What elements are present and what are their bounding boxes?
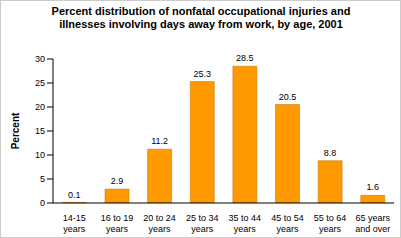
svg-text:14-15years: 14-15years: [63, 213, 86, 234]
svg-text:20.5: 20.5: [279, 92, 297, 102]
svg-text:25 to 34years: 25 to 34years: [186, 213, 219, 234]
svg-text:1.6: 1.6: [366, 182, 379, 192]
svg-text:0.1: 0.1: [68, 190, 81, 200]
html-text:Percent distribution of nonfat: Percent distribution of nonfatal occupat…: [51, 5, 351, 30]
svg-text:11.2: 11.2: [151, 136, 168, 146]
svg-text:0: 0: [40, 198, 45, 208]
svg-text:65 yearsand over: 65 yearsand over: [355, 213, 390, 234]
svg-text:28.5: 28.5: [236, 53, 254, 63]
svg-text:55 to 64years: 55 to 64years: [314, 213, 347, 234]
svg-text:15: 15: [35, 126, 45, 136]
svg-text:Percent: Percent: [10, 112, 21, 149]
svg-text:30: 30: [35, 54, 45, 64]
svg-text:16 to 19years: 16 to 19years: [101, 213, 134, 234]
svg-text:25.3: 25.3: [193, 69, 211, 79]
svg-text:25: 25: [35, 78, 45, 88]
svg-text:45 to 54years: 45 to 54years: [271, 213, 304, 234]
svg-text:2.9: 2.9: [111, 176, 124, 186]
svg-text:20: 20: [35, 102, 45, 112]
svg-text:35 to 44years: 35 to 44years: [229, 213, 262, 234]
svg-text:8.8: 8.8: [324, 148, 337, 158]
svg-text:10: 10: [35, 150, 45, 160]
svg-text:5: 5: [40, 174, 45, 184]
svg-text:20 to 24years: 20 to 24years: [143, 213, 176, 234]
